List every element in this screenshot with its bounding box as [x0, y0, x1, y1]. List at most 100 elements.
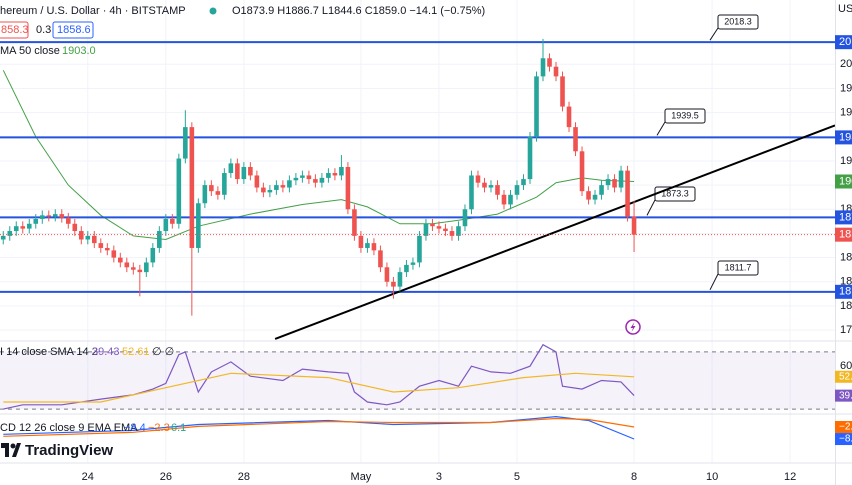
candle-body: [358, 235, 364, 248]
callout-box: [717, 14, 759, 30]
candle-body: [313, 179, 318, 183]
candle-body: [540, 58, 546, 77]
candle-body: [488, 185, 494, 188]
candle-body: [631, 216, 637, 235]
indicator-badge: [835, 433, 852, 446]
candle-body: [91, 235, 97, 244]
candle-body: [475, 175, 481, 183]
marks-layer: 2018.3 1939.5 1873.3 1811.7: [0, 14, 836, 440]
y-tick-label: 1840: [840, 252, 852, 264]
candle-body: [339, 166, 344, 176]
ema-legend-value: 1903.0: [62, 45, 96, 57]
y-tick-label: 1800: [840, 300, 852, 312]
buy-button[interactable]: [52, 21, 94, 39]
candle-body: [423, 223, 429, 236]
candle-body: [26, 223, 32, 229]
candle-body: [560, 76, 565, 107]
sell-price[interactable]: 858.3: [1, 24, 29, 36]
candle-body: [378, 250, 383, 268]
ema-badge: [835, 174, 852, 189]
candle-body: [20, 226, 26, 229]
rsi-legend-value: 39.43: [92, 346, 120, 358]
rsi-legend-empty: ∅ ∅: [152, 346, 174, 358]
candle-body: [39, 215, 45, 219]
x-tick-label: 26: [160, 471, 172, 483]
candle-body: [592, 194, 598, 200]
candle-body: [183, 127, 188, 159]
candle-body: [397, 272, 403, 287]
candle-body: [293, 177, 299, 181]
logo-text: TradingView: [25, 442, 113, 459]
candle-body: [553, 66, 559, 77]
indicator-line: [3, 343, 635, 410]
candle-body: [241, 166, 247, 180]
alert-icon-bolt: [630, 322, 636, 332]
candle-body: [365, 243, 370, 248]
price-badge: [835, 227, 852, 242]
currency-label: US: [838, 3, 852, 15]
price-badge-label: 2018.3: [839, 36, 852, 48]
callout-leader: [709, 27, 719, 41]
trend-line: [274, 124, 836, 340]
price-badge-label: 1939.5: [839, 131, 852, 143]
logo[interactable]: TradingView: [1, 442, 113, 459]
candle-body: [417, 235, 422, 263]
candle-body: [59, 214, 65, 218]
candle-body: [508, 194, 513, 205]
candle-body: [215, 191, 221, 195]
callout-leader: [646, 199, 656, 216]
macd-legend: CD 12 26 close 9 EMA EMA: [0, 422, 138, 434]
indicator-line: [3, 372, 635, 403]
histogram-legend-value: 6.1: [171, 422, 186, 434]
candle-body: [527, 136, 533, 180]
candle-body: [261, 187, 266, 193]
candle-body: [618, 170, 624, 188]
candle-body: [319, 177, 325, 183]
candle-body: [33, 218, 39, 224]
candle-body: [345, 166, 351, 210]
ema-legend: MA 50 close: [0, 45, 60, 57]
candle-body: [501, 194, 507, 205]
candle-body: [436, 226, 442, 229]
candle-body: [274, 185, 279, 190]
candle-body: [306, 175, 312, 180]
candle-body: [332, 173, 338, 176]
x-tick-label: 5: [514, 471, 520, 483]
indicator-line: [3, 417, 635, 437]
symbol-title: hereum / U.S. Dollar · 4h · BITSTAMP: [0, 5, 186, 17]
callout-leader: [656, 121, 666, 136]
y-tick-label: 60.0: [840, 360, 852, 372]
candle-body: [52, 214, 58, 217]
x-tick-label: 3: [436, 471, 442, 483]
candle-body: [352, 209, 357, 236]
candle-body: [189, 127, 195, 248]
spread: 0.3: [36, 24, 51, 36]
candle-body: [111, 250, 117, 258]
candle-body: [248, 166, 253, 176]
buy-price[interactable]: 1858.6: [57, 24, 91, 36]
indicator-badge-label: 39.43: [839, 390, 852, 401]
indicator-badge: [835, 389, 852, 402]
candle-body: [443, 228, 448, 232]
indicator-badge-label: −2.3: [839, 422, 852, 433]
candle-body: [514, 185, 520, 195]
macd-legend-value: −8.4: [124, 422, 146, 434]
y-tick-label: 1820: [840, 276, 852, 288]
y-tick-label: 1920: [840, 155, 852, 167]
callout-leader: [709, 273, 719, 291]
sell-button[interactable]: [0, 21, 29, 39]
candle-body: [566, 106, 572, 128]
candle-body: [85, 235, 91, 240]
callout-box: [717, 260, 759, 276]
candle-body: [222, 173, 227, 195]
candle-body: [625, 170, 630, 217]
candle-body: [586, 191, 591, 200]
candle-body: [287, 180, 292, 188]
candle-body: [300, 175, 305, 178]
indicator-badge: [835, 421, 852, 434]
candle-body: [13, 226, 19, 232]
price-badge-label: 1873.3: [839, 211, 852, 223]
candle-body: [371, 243, 377, 251]
callout-label: 1939.5: [671, 110, 699, 120]
